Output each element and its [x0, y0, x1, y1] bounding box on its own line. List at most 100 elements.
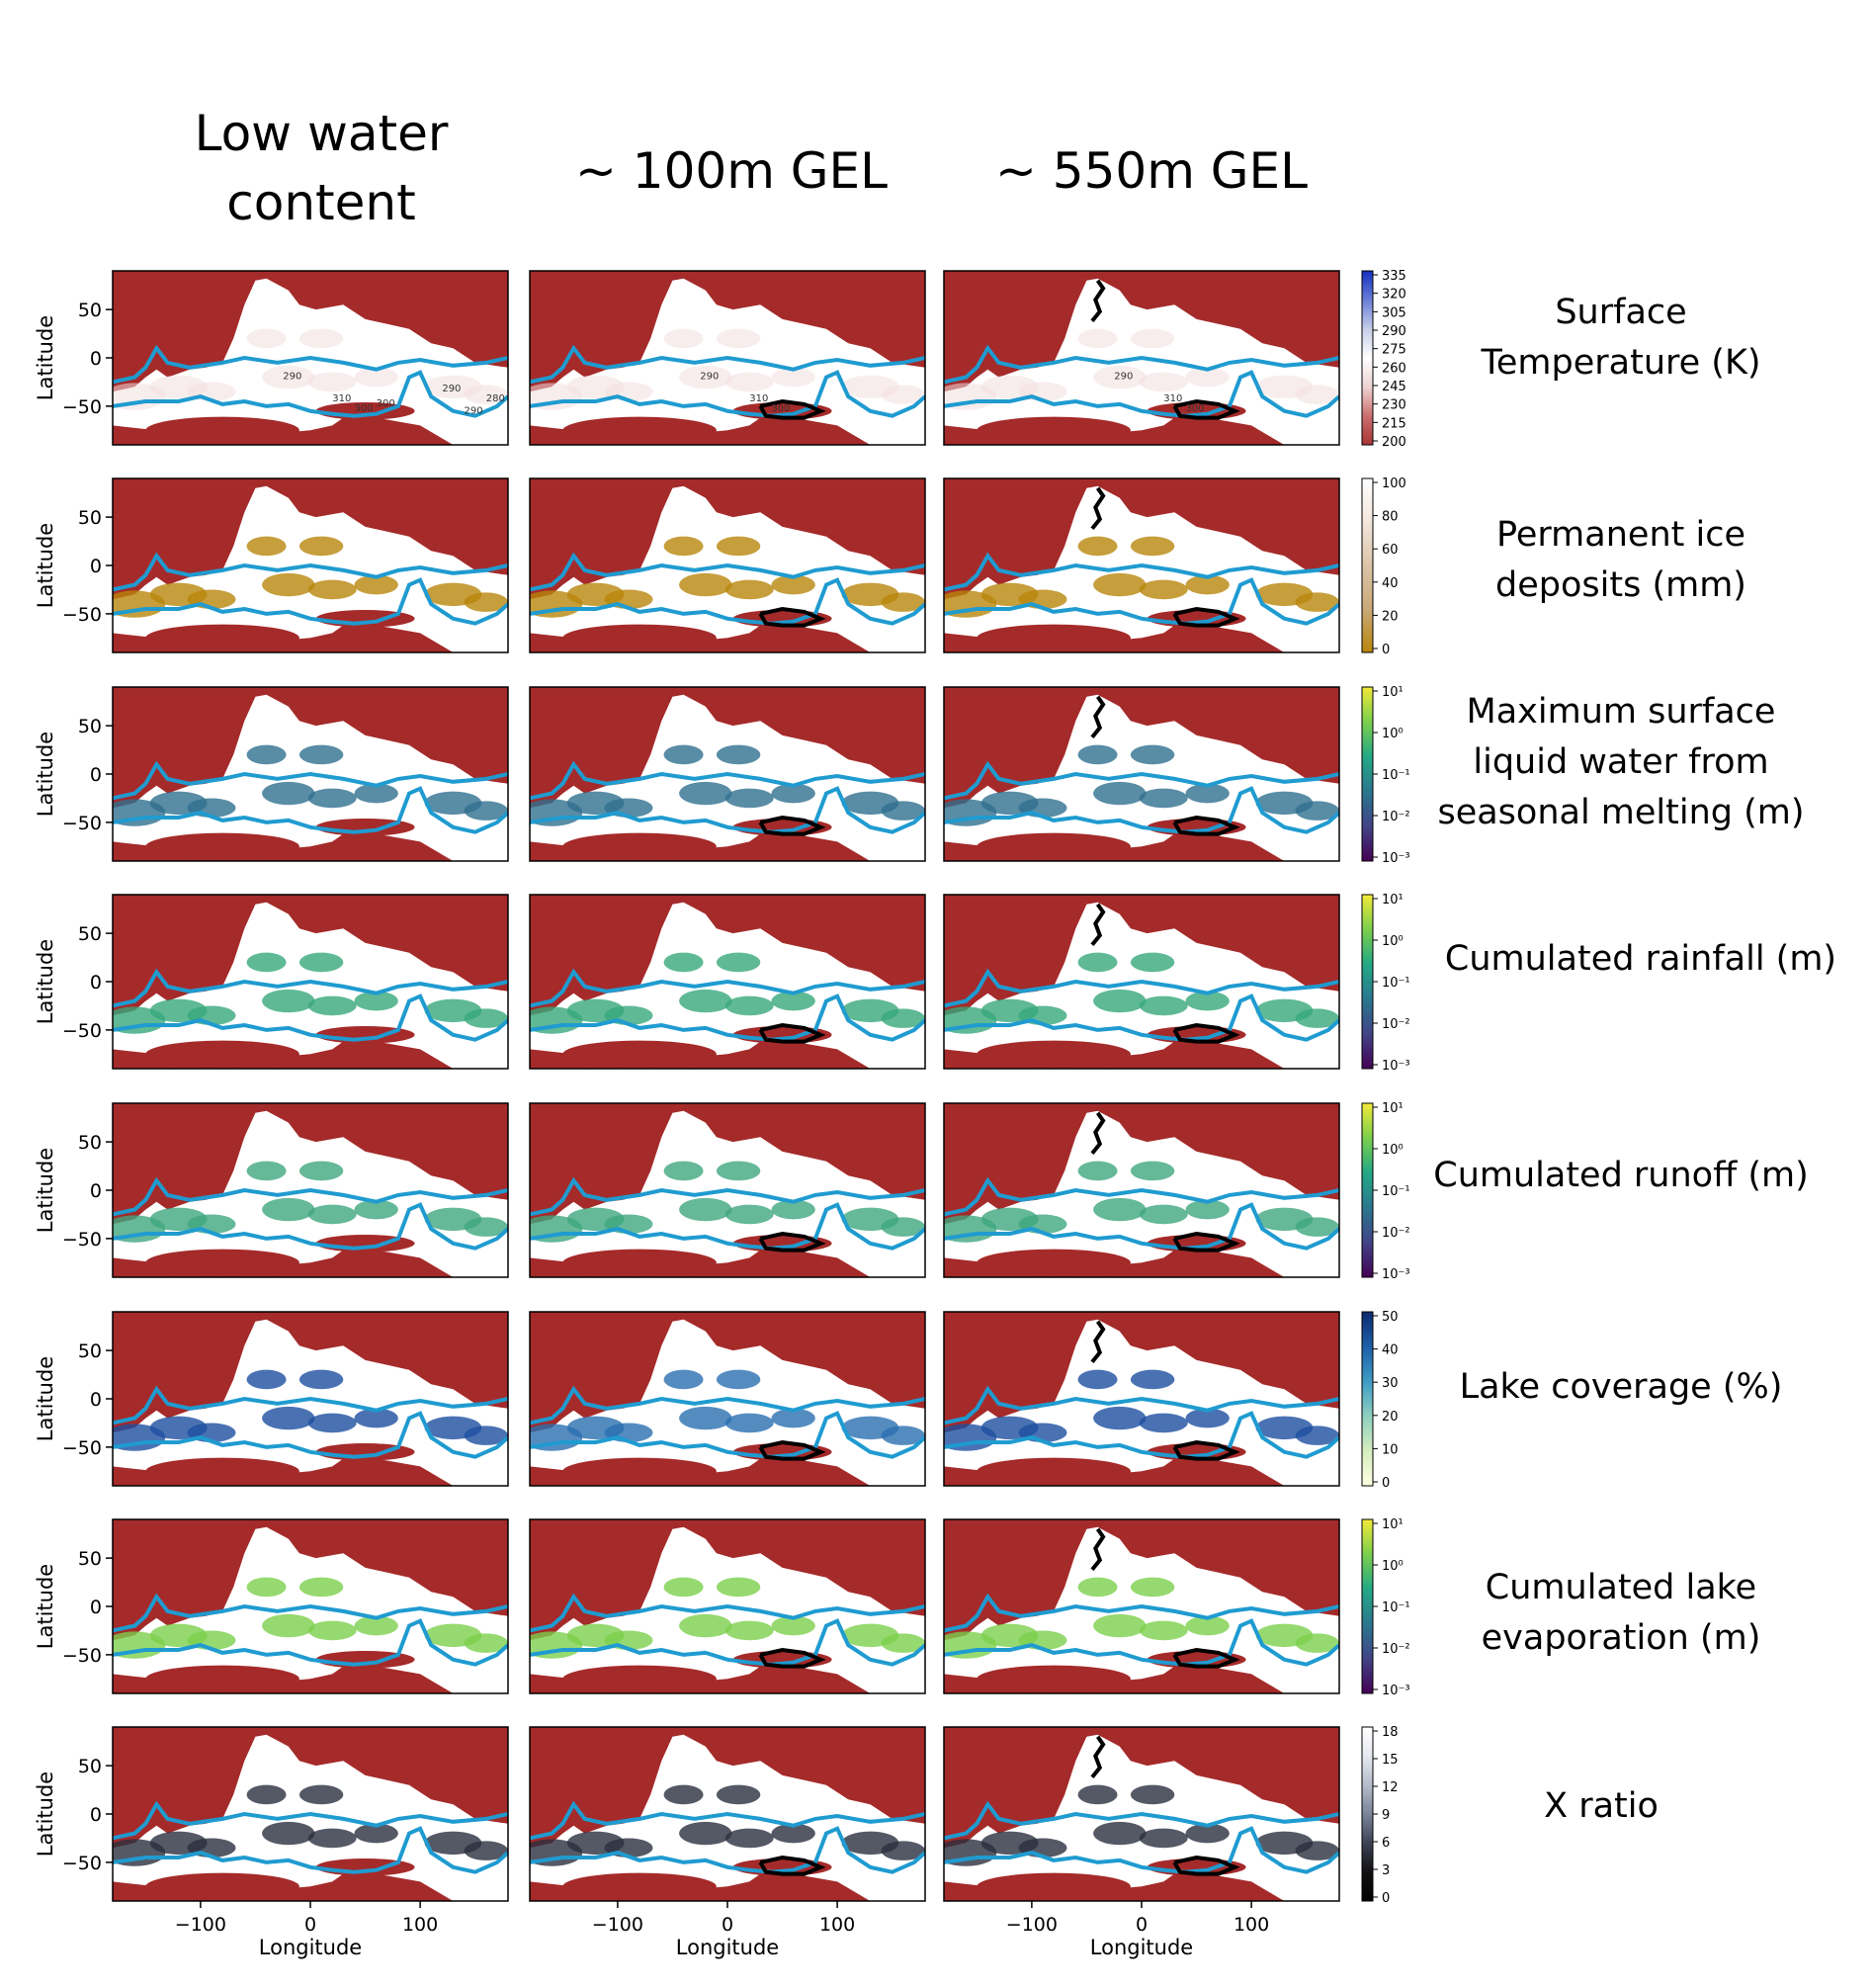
field-patch — [246, 744, 287, 765]
colorbar-tick-label: 50 — [1382, 1310, 1399, 1325]
field-patch — [1130, 1369, 1175, 1390]
unmasked-region — [944, 278, 1339, 445]
y-axis-label: Latitude — [34, 1148, 57, 1233]
field-patch — [1077, 1161, 1118, 1181]
colorbar-tick-label: 10⁰ — [1382, 1559, 1404, 1574]
x-tick-label: 0 — [1136, 1914, 1148, 1936]
shoreline-south — [944, 1202, 1339, 1251]
field-patch — [464, 1841, 508, 1860]
colorbar-gradient — [1361, 477, 1374, 653]
field-patch — [716, 744, 761, 765]
field-patch — [724, 372, 774, 392]
unmasked-region — [530, 902, 925, 1069]
y-tick-label: −50 — [62, 1020, 102, 1042]
field-patch — [663, 744, 704, 765]
unmasked-region — [530, 1734, 925, 1901]
unmasked-region — [113, 1110, 508, 1277]
contour-label: 300 — [377, 398, 395, 409]
colorbar-tick-label: 335 — [1382, 269, 1406, 284]
shoreline-south — [944, 994, 1339, 1042]
lake-outline — [1172, 398, 1240, 420]
unmasked-region — [113, 278, 508, 445]
shoreline-south — [113, 370, 508, 418]
field-patch — [464, 1217, 508, 1237]
y-tick-label: 0 — [90, 1180, 102, 1202]
field-patch — [1130, 1161, 1175, 1181]
colorbar-tick-label: 10⁰ — [1382, 1143, 1404, 1158]
unmasked-region — [944, 1734, 1339, 1901]
panel-frame — [943, 1518, 1340, 1694]
highland-mask — [562, 1872, 717, 1901]
field-patch — [262, 365, 315, 389]
field-patch — [246, 1577, 287, 1598]
field-patch — [881, 801, 925, 821]
unmasked-region — [113, 1319, 508, 1486]
colorbar-tick-label: 305 — [1382, 305, 1406, 320]
unmasked-region — [113, 694, 508, 861]
y-tick-label: −50 — [62, 1229, 102, 1251]
row-label-x-ratio: X ratio — [1544, 1786, 1659, 1826]
field-patch — [679, 781, 732, 806]
shoreline-south — [530, 1618, 925, 1667]
field-patch — [1130, 1784, 1175, 1805]
field-patch — [1185, 1199, 1230, 1220]
shoreline-north — [530, 968, 925, 1008]
field-patch — [464, 1426, 508, 1445]
field-patch — [354, 783, 398, 804]
contour-label: 290 — [465, 406, 483, 417]
field-patch — [1077, 328, 1118, 349]
shoreline-north — [530, 760, 925, 801]
shoreline-north — [944, 760, 1339, 801]
field-patch — [771, 1823, 815, 1844]
field-patch — [1130, 536, 1175, 557]
field-patch — [663, 1369, 704, 1390]
field-patch — [881, 1841, 925, 1860]
field-patch — [1077, 1784, 1118, 1805]
field-patch — [1295, 1633, 1339, 1653]
row-label-surface-temperature: Surface Temperature (K) — [1481, 293, 1761, 383]
field-patch — [1185, 991, 1230, 1011]
lake-outline — [1172, 1647, 1240, 1669]
highland-mask — [562, 1665, 717, 1693]
field-patch — [1130, 328, 1175, 349]
field-patch — [1295, 1426, 1339, 1445]
field-patch — [354, 574, 398, 595]
unmasked-region — [944, 902, 1339, 1069]
northern-lake-outline — [1090, 279, 1106, 323]
northern-lake-outline — [1090, 695, 1106, 739]
unmasked-region — [113, 1526, 508, 1693]
colorbar-row-3: 10¹ 10⁰ 10⁻¹ 10⁻² 10⁻³ — [1361, 685, 1410, 866]
unmasked-region — [530, 1110, 925, 1277]
field-patch — [1130, 1577, 1175, 1598]
field-patch — [1295, 592, 1339, 612]
northern-lake-outline — [1090, 1735, 1106, 1779]
unmasked-region — [944, 1110, 1339, 1277]
colorbar-gradient — [1361, 1518, 1374, 1694]
field-patch — [881, 1217, 925, 1237]
field-patch — [307, 995, 357, 1016]
field-patch — [1185, 367, 1230, 388]
field-patch — [663, 536, 704, 557]
colorbar-row-2: 100 80 60 40 20 0 — [1361, 476, 1406, 657]
unmasked-region — [944, 1319, 1339, 1486]
x-tick-label: −100 — [1006, 1914, 1058, 1936]
y-axis-label: Latitude — [34, 523, 57, 608]
panel-frame — [529, 1311, 926, 1487]
shoreline-south — [530, 370, 925, 418]
panel-frame — [529, 894, 926, 1070]
highland-mask — [145, 1665, 299, 1693]
shoreline-south — [944, 1411, 1339, 1459]
shoreline-south — [944, 370, 1339, 418]
field-patch — [1295, 385, 1339, 404]
field-patch — [354, 1199, 398, 1220]
field-patch — [663, 328, 704, 349]
field-patch — [1093, 1406, 1147, 1430]
lake-outline — [758, 815, 826, 836]
colorbar-tick-label: 40 — [1382, 576, 1399, 591]
field-patch — [724, 1204, 774, 1225]
shoreline-south — [530, 786, 925, 834]
field-patch — [1295, 801, 1339, 821]
